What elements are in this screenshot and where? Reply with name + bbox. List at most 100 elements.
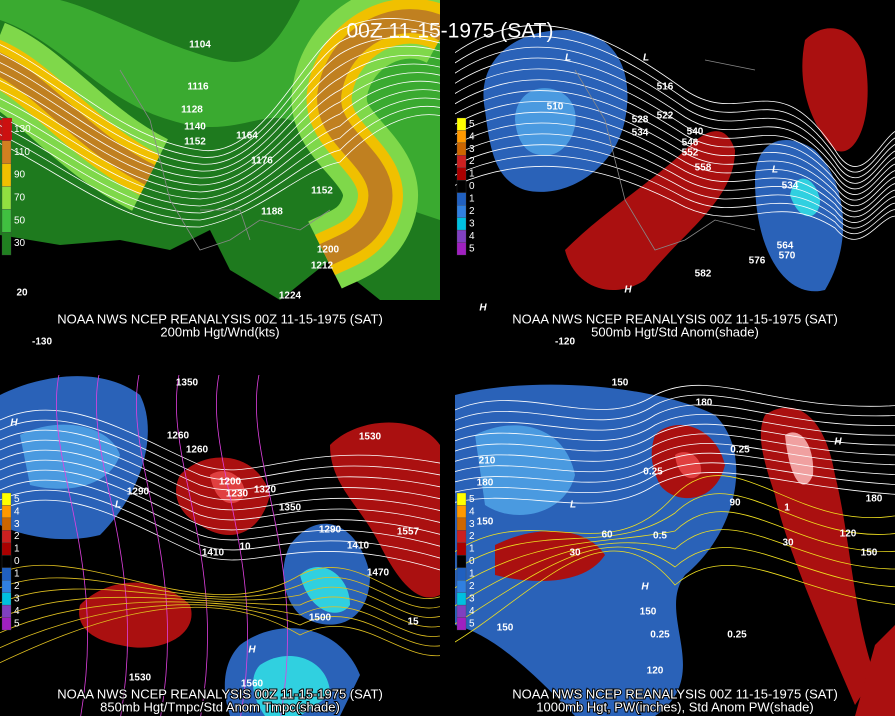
contour-label: 1410 bbox=[202, 548, 225, 559]
contour bbox=[455, 529, 895, 607]
contour-label: 1212 bbox=[311, 261, 334, 272]
contour bbox=[216, 375, 248, 716]
contour-label: 150 bbox=[640, 607, 657, 618]
contour-label: 150 bbox=[497, 623, 514, 634]
contour-label: 1260 bbox=[186, 445, 209, 456]
legend-label: 2 bbox=[469, 156, 475, 167]
contour-label: 1530 bbox=[129, 673, 152, 684]
pressure-center: H bbox=[834, 437, 842, 448]
contour bbox=[455, 462, 895, 493]
legend-label: 130 bbox=[14, 124, 31, 135]
contour bbox=[0, 606, 440, 664]
legend-label: 3 bbox=[14, 519, 20, 530]
contour bbox=[256, 375, 288, 716]
legend-label: 4 bbox=[469, 231, 475, 242]
legend-label: 70 bbox=[14, 193, 26, 204]
contour-label: 20 bbox=[16, 288, 28, 299]
contour-label: 120 bbox=[647, 666, 664, 677]
contour-label: 1104 bbox=[189, 40, 211, 51]
contour bbox=[455, 433, 895, 462]
legend-swatch bbox=[456, 617, 467, 631]
contour-label: 558 bbox=[695, 163, 712, 174]
panel-500mb bbox=[455, 0, 895, 341]
contour bbox=[455, 414, 895, 442]
contour bbox=[0, 601, 440, 637]
pressure-center: L bbox=[772, 165, 778, 176]
contour bbox=[0, 499, 440, 571]
pressure-center: L bbox=[565, 53, 571, 64]
legend-label: 1 bbox=[469, 544, 475, 555]
contour-label: 30 bbox=[782, 538, 794, 549]
panel-200mb bbox=[0, 0, 440, 341]
contour-label: 540 bbox=[687, 127, 704, 138]
legend-label: 2 bbox=[14, 581, 20, 592]
pressure-center: L bbox=[643, 53, 649, 64]
legend-swatch bbox=[456, 555, 467, 568]
contour-label: 150 bbox=[861, 548, 878, 559]
contour bbox=[455, 546, 895, 625]
contour-label: 210 bbox=[479, 456, 496, 467]
contour bbox=[0, 604, 440, 649]
contour bbox=[0, 439, 440, 501]
contour-label: 0.25 bbox=[727, 630, 747, 641]
contour bbox=[0, 449, 440, 512]
contour bbox=[455, 111, 895, 212]
contour bbox=[96, 375, 128, 716]
legend-label: 2 bbox=[469, 581, 475, 592]
legend-swatch bbox=[456, 542, 467, 556]
contour-label: -130 bbox=[32, 337, 52, 348]
contour-label: 1152 bbox=[184, 137, 206, 148]
legend-label: 3 bbox=[14, 594, 20, 605]
panel-overlay: 1501802101801500.250.253060900.511201501… bbox=[456, 378, 883, 715]
contour bbox=[455, 165, 895, 240]
caption: NOAA NWS NCEP REANALYSIS 00Z 11-15-1975 … bbox=[512, 686, 838, 701]
contour bbox=[0, 586, 440, 618]
contour-label: 0.25 bbox=[650, 630, 670, 641]
legend-label: 50 bbox=[14, 215, 26, 226]
legend-swatch bbox=[456, 530, 467, 543]
contour bbox=[455, 155, 895, 235]
contour bbox=[0, 469, 440, 535]
contour bbox=[0, 97, 440, 214]
contour bbox=[176, 375, 208, 716]
legend-swatch bbox=[456, 142, 467, 156]
contour-label: 1410 bbox=[347, 541, 370, 552]
contour-label: 180 bbox=[866, 494, 883, 505]
legend-label: 1 bbox=[14, 544, 20, 555]
pressure-center: L bbox=[570, 500, 576, 511]
caption-subtitle: 850mb Hgt/Tmpc/Std Anom Tmpc(shade) bbox=[100, 699, 340, 714]
main-title: 00Z 11-15-1975 (SAT) bbox=[347, 20, 554, 43]
contour bbox=[455, 443, 895, 473]
contour-label: 1224 bbox=[279, 291, 302, 302]
legend-label: 30 bbox=[14, 238, 26, 249]
contour-label: 552 bbox=[682, 148, 699, 159]
contour-label: 1 bbox=[784, 503, 790, 514]
legend-swatch bbox=[456, 155, 467, 168]
legend-swatch bbox=[1, 517, 12, 531]
contour bbox=[136, 375, 168, 716]
caption: NOAA NWS NCEP REANALYSIS 00Z 11-15-1975 … bbox=[512, 311, 838, 326]
contour bbox=[455, 404, 895, 432]
contour-label: 120 bbox=[840, 529, 857, 540]
contour-label: 60 bbox=[601, 530, 613, 541]
contour-label: 534 bbox=[782, 181, 799, 192]
legend-label: 4 bbox=[469, 131, 475, 142]
contour-label: 534 bbox=[632, 128, 649, 139]
legend-swatch bbox=[1, 580, 12, 593]
contour bbox=[0, 27, 440, 158]
legend-swatch bbox=[1, 117, 12, 141]
legend-swatch bbox=[1, 592, 12, 606]
legend-swatch bbox=[1, 505, 12, 519]
legend-swatch bbox=[1, 140, 12, 164]
legend-label: 0 bbox=[14, 556, 20, 567]
legend-swatch bbox=[1, 555, 12, 568]
caption-subtitle: 1000mb Hgt, PW(inches), Std Anom PW(shad… bbox=[536, 699, 813, 714]
contour-label: 15 bbox=[407, 617, 419, 628]
contour-label: 0.25 bbox=[730, 445, 750, 456]
legend-label: 3 bbox=[469, 594, 475, 605]
contour bbox=[455, 475, 895, 553]
legend-label: 4 bbox=[469, 506, 475, 517]
contour-label: 1188 bbox=[261, 207, 283, 218]
legend-label: 2 bbox=[469, 531, 475, 542]
contour bbox=[455, 394, 895, 421]
